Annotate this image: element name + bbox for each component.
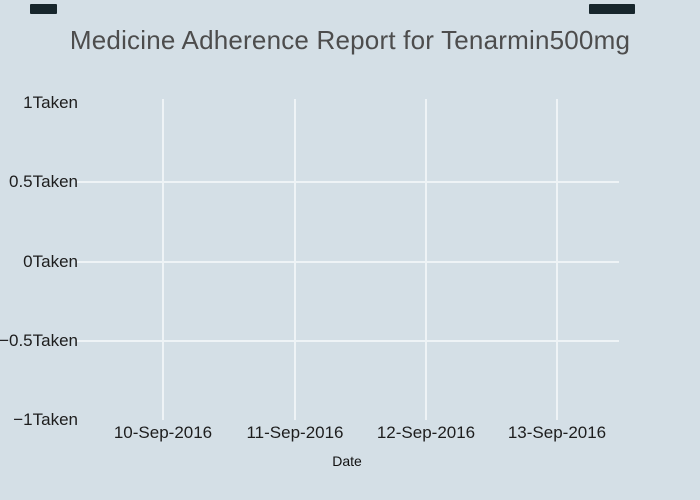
x-tick-label: 10-Sep-2016 bbox=[113, 423, 213, 442]
gridline-horizontal bbox=[75, 340, 619, 342]
gridline-horizontal bbox=[75, 181, 619, 183]
gridline-horizontal bbox=[75, 261, 619, 263]
corner-mark-left bbox=[30, 4, 57, 14]
gridline-vertical bbox=[425, 99, 427, 420]
x-tick-label: 11-Sep-2016 bbox=[246, 423, 344, 442]
y-tick-label: 0Taken bbox=[23, 252, 78, 271]
chart-title: Medicine Adherence Report for Tenarmin50… bbox=[69, 25, 631, 55]
x-tick-label: 12-Sep-2016 bbox=[376, 423, 476, 442]
gridline-vertical bbox=[556, 99, 558, 420]
y-tick-label: −0.5Taken bbox=[0, 331, 78, 350]
x-tick-label: 13-Sep-2016 bbox=[507, 423, 607, 442]
y-tick-label: −1Taken bbox=[13, 410, 78, 429]
gridline-vertical bbox=[294, 99, 296, 420]
y-tick-label: 1Taken bbox=[23, 93, 78, 112]
corner-mark-right bbox=[589, 4, 635, 14]
gridline-vertical bbox=[162, 99, 164, 420]
x-axis-title: Date bbox=[332, 453, 362, 469]
y-tick-label: 0.5Taken bbox=[9, 172, 78, 191]
